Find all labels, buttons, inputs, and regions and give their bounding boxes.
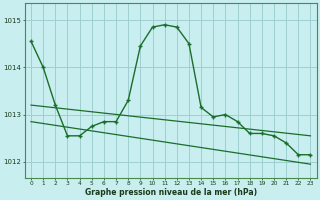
X-axis label: Graphe pression niveau de la mer (hPa): Graphe pression niveau de la mer (hPa): [85, 188, 257, 197]
